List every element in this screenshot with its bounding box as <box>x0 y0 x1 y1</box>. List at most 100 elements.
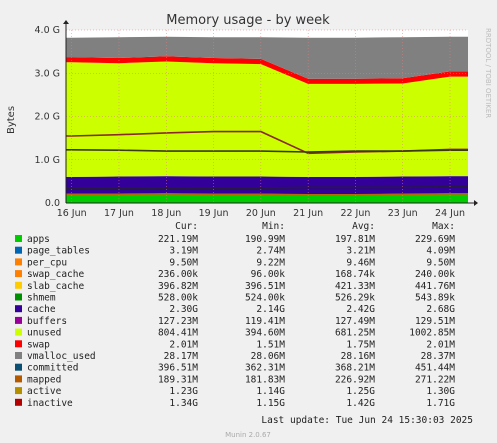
legend-label: page_tables <box>27 246 90 257</box>
legend-label: shmem <box>27 293 56 304</box>
legend-value-cur: 236.00k <box>158 269 198 280</box>
y-tick-label: 4.0 G <box>35 25 61 36</box>
legend-label: slab_cache <box>27 281 84 292</box>
legend-value-max: 229.69M <box>415 234 455 245</box>
x-tick-label: 16 Jun <box>57 208 87 219</box>
grid-lines <box>63 20 478 206</box>
legend-value-min: 362.31M <box>245 363 285 374</box>
legend-value-cur: 1.34G <box>169 398 198 409</box>
legend-value-avg: 368.21M <box>335 363 375 374</box>
legend-swatch <box>15 305 22 313</box>
legend-value-cur: 804.41M <box>158 328 198 339</box>
legend-swatch <box>15 352 22 359</box>
legend-value-max: 543.89k <box>415 293 455 304</box>
legend-value-max: 9.50M <box>426 257 455 268</box>
legend-value-max: 2.68G <box>426 304 455 315</box>
legend-label: committed <box>27 363 78 374</box>
y-axis-arrow <box>63 20 69 24</box>
area-slab-cache <box>66 176 468 195</box>
x-tick-label: 19 Jun <box>199 208 229 219</box>
y-tick-label: 3.0 G <box>35 68 61 79</box>
legend-value-avg: 3.21M <box>346 246 375 257</box>
x-tick-label: 24 Jun <box>435 208 465 219</box>
legend-value-cur: 9.50M <box>169 257 198 268</box>
legend-label: apps <box>27 234 50 245</box>
x-tick-label: 22 Jun <box>340 208 370 219</box>
x-tick-label: 23 Jun <box>388 208 418 219</box>
legend-value-min: 1.51M <box>256 339 285 350</box>
line-inactive <box>66 193 468 196</box>
legend-swatch <box>15 270 22 278</box>
legend-label: swap_cache <box>27 269 84 280</box>
legend-value-avg: 197.81M <box>335 234 375 245</box>
area-buffers <box>66 56 468 84</box>
legend-value-min: 9.22M <box>256 257 285 268</box>
legend-value-avg: 1.75M <box>346 339 375 350</box>
y-tick-labels: 0.0 1.0 G 2.0 G 3.0 G 4.0 G <box>35 25 61 209</box>
legend-value-max: 28.37M <box>421 351 456 362</box>
legend-label: swap <box>27 339 50 350</box>
legend-value-min: 524.00k <box>245 293 285 304</box>
legend-value-min: 181.83M <box>245 374 285 385</box>
legend-header: Min: <box>262 221 285 232</box>
x-tick-label: 20 Jun <box>246 208 276 219</box>
legend-value-min: 119.41M <box>245 316 285 327</box>
legend-swatch <box>15 398 22 406</box>
legend-value-cur: 189.31M <box>158 374 198 385</box>
x-tick-label: 17 Jun <box>104 208 134 219</box>
legend-value-min: 396.51M <box>245 281 285 292</box>
legend-value-avg: 526.29k <box>335 293 375 304</box>
legend-value-avg: 226.92M <box>335 374 375 385</box>
legend-swatch <box>15 387 22 395</box>
legend-label: unused <box>27 328 61 339</box>
area-apps <box>66 193 468 203</box>
legend-swatch <box>15 281 22 289</box>
legend-header: Avg: <box>352 221 375 232</box>
legend-value-min: 190.99M <box>245 234 285 245</box>
legend-value-cur: 2.30G <box>169 304 198 315</box>
chart-title: Memory usage - by week <box>166 13 330 28</box>
legend-swatch <box>15 363 22 371</box>
legend-swatch <box>15 235 22 242</box>
legend-label: inactive <box>27 398 73 409</box>
legend-value-avg: 1.25G <box>346 386 375 397</box>
legend-value-min: 1.15G <box>256 398 285 409</box>
legend-header: Max: <box>432 221 455 232</box>
legend-value-cur: 3.19M <box>169 246 198 257</box>
legend-value-max: 451.44M <box>415 363 455 374</box>
legend-value-max: 240.00k <box>415 269 455 280</box>
legend-swatch <box>15 340 22 348</box>
y-tick-label: 1.0 G <box>35 155 61 166</box>
x-tick-labels: 16 Jun 17 Jun 18 Jun 19 Jun 20 Jun 21 Jun 22 J… <box>57 208 465 219</box>
legend-value-avg: 421.33M <box>335 281 375 292</box>
line-active <box>66 186 468 189</box>
legend-value-avg: 168.74k <box>335 269 375 280</box>
legend-label: vmalloc_used <box>27 351 96 362</box>
y-tick-label: 0.0 <box>45 198 60 209</box>
legend-swatch <box>15 375 22 383</box>
last-update-text: Last update: Tue Jun 24 15:30:03 2025 <box>261 415 473 426</box>
legend-value-min: 394.60M <box>245 328 285 339</box>
legend-value-max: 129.51M <box>415 316 455 327</box>
legend-value-cur: 1.23G <box>169 386 198 397</box>
legend-value-cur: 396.82M <box>158 281 198 292</box>
x-tick-label: 18 Jun <box>151 208 181 219</box>
rrdtool-credit: RRDTOOL / TOBI OETIKER <box>484 28 492 118</box>
legend-swatch <box>15 258 22 266</box>
legend-value-cur: 528.00k <box>158 293 198 304</box>
legend-swatch <box>15 293 22 301</box>
legend-value-cur: 127.23M <box>158 316 198 327</box>
legend-label: cache <box>27 304 56 315</box>
legend-value-avg: 28.16M <box>341 351 376 362</box>
munin-version: Munin 2.0.67 <box>225 431 271 439</box>
legend-value-avg: 1.42G <box>346 398 375 409</box>
legend-value-avg: 9.46M <box>346 257 375 268</box>
legend-value-cur: 28.17M <box>164 351 199 362</box>
legend-label: buffers <box>27 316 67 327</box>
legend-value-min: 2.14G <box>256 304 285 315</box>
legend-header: Cur: <box>175 221 198 232</box>
x-axis-arrow <box>474 200 478 206</box>
legend-swatch <box>15 246 22 254</box>
legend-value-max: 1.30G <box>426 386 455 397</box>
